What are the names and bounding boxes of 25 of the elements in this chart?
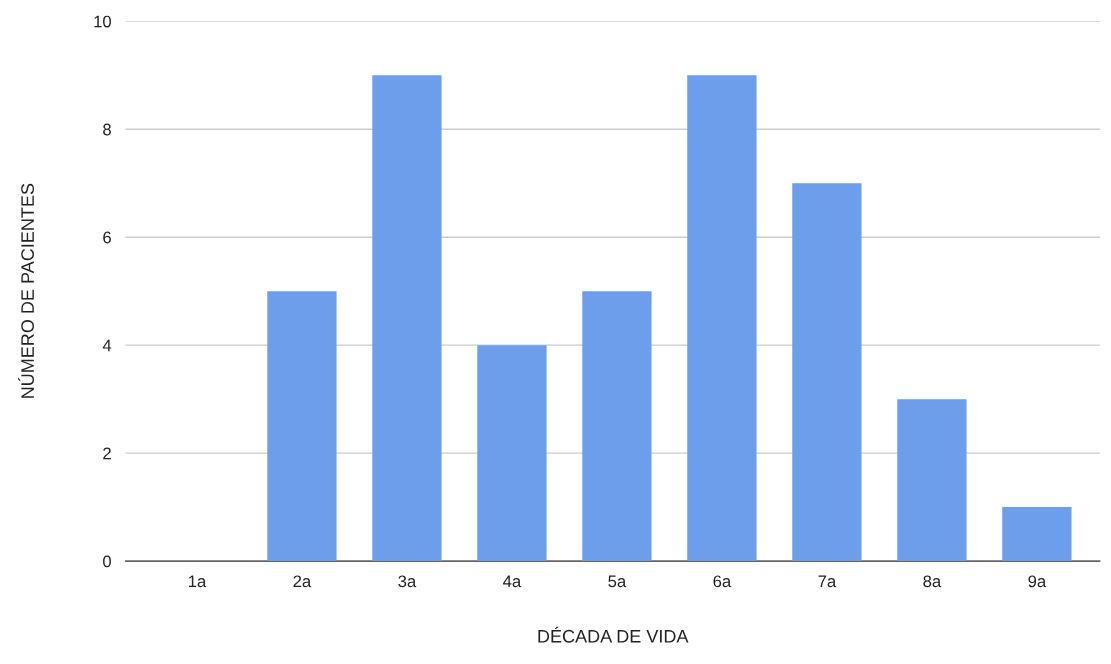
x-tick-label: 6a bbox=[713, 575, 732, 588]
x-tick-label: 5a bbox=[608, 575, 627, 588]
bar bbox=[477, 345, 547, 562]
y-axis-title: NÚMERO DE PACIENTES bbox=[18, 183, 34, 398]
x-tick-label: 1a bbox=[188, 575, 207, 588]
y-tick-label: 10 bbox=[94, 15, 111, 28]
bar bbox=[267, 291, 337, 562]
x-tick-label: 7a bbox=[818, 575, 837, 588]
bar bbox=[582, 291, 652, 562]
y-tick-label: 6 bbox=[103, 231, 111, 244]
x-axis-title: DÉCADA DE VIDA bbox=[538, 626, 689, 643]
y-tick-label: 0 bbox=[103, 555, 111, 568]
bar bbox=[792, 183, 862, 562]
y-tick-label: 2 bbox=[103, 447, 111, 460]
x-tick-label: 9a bbox=[1028, 575, 1047, 588]
bar bbox=[687, 75, 757, 562]
x-tick-label: 8a bbox=[923, 575, 942, 588]
x-tick-label: 2a bbox=[293, 575, 312, 588]
y-tick-label: 4 bbox=[102, 339, 112, 352]
x-tick-label: 4a bbox=[503, 575, 522, 588]
bar bbox=[1002, 507, 1072, 562]
bar bbox=[897, 399, 967, 562]
x-tick-label: 3a bbox=[398, 575, 417, 588]
bar bbox=[372, 75, 442, 562]
y-tick-label: 8 bbox=[103, 123, 111, 136]
